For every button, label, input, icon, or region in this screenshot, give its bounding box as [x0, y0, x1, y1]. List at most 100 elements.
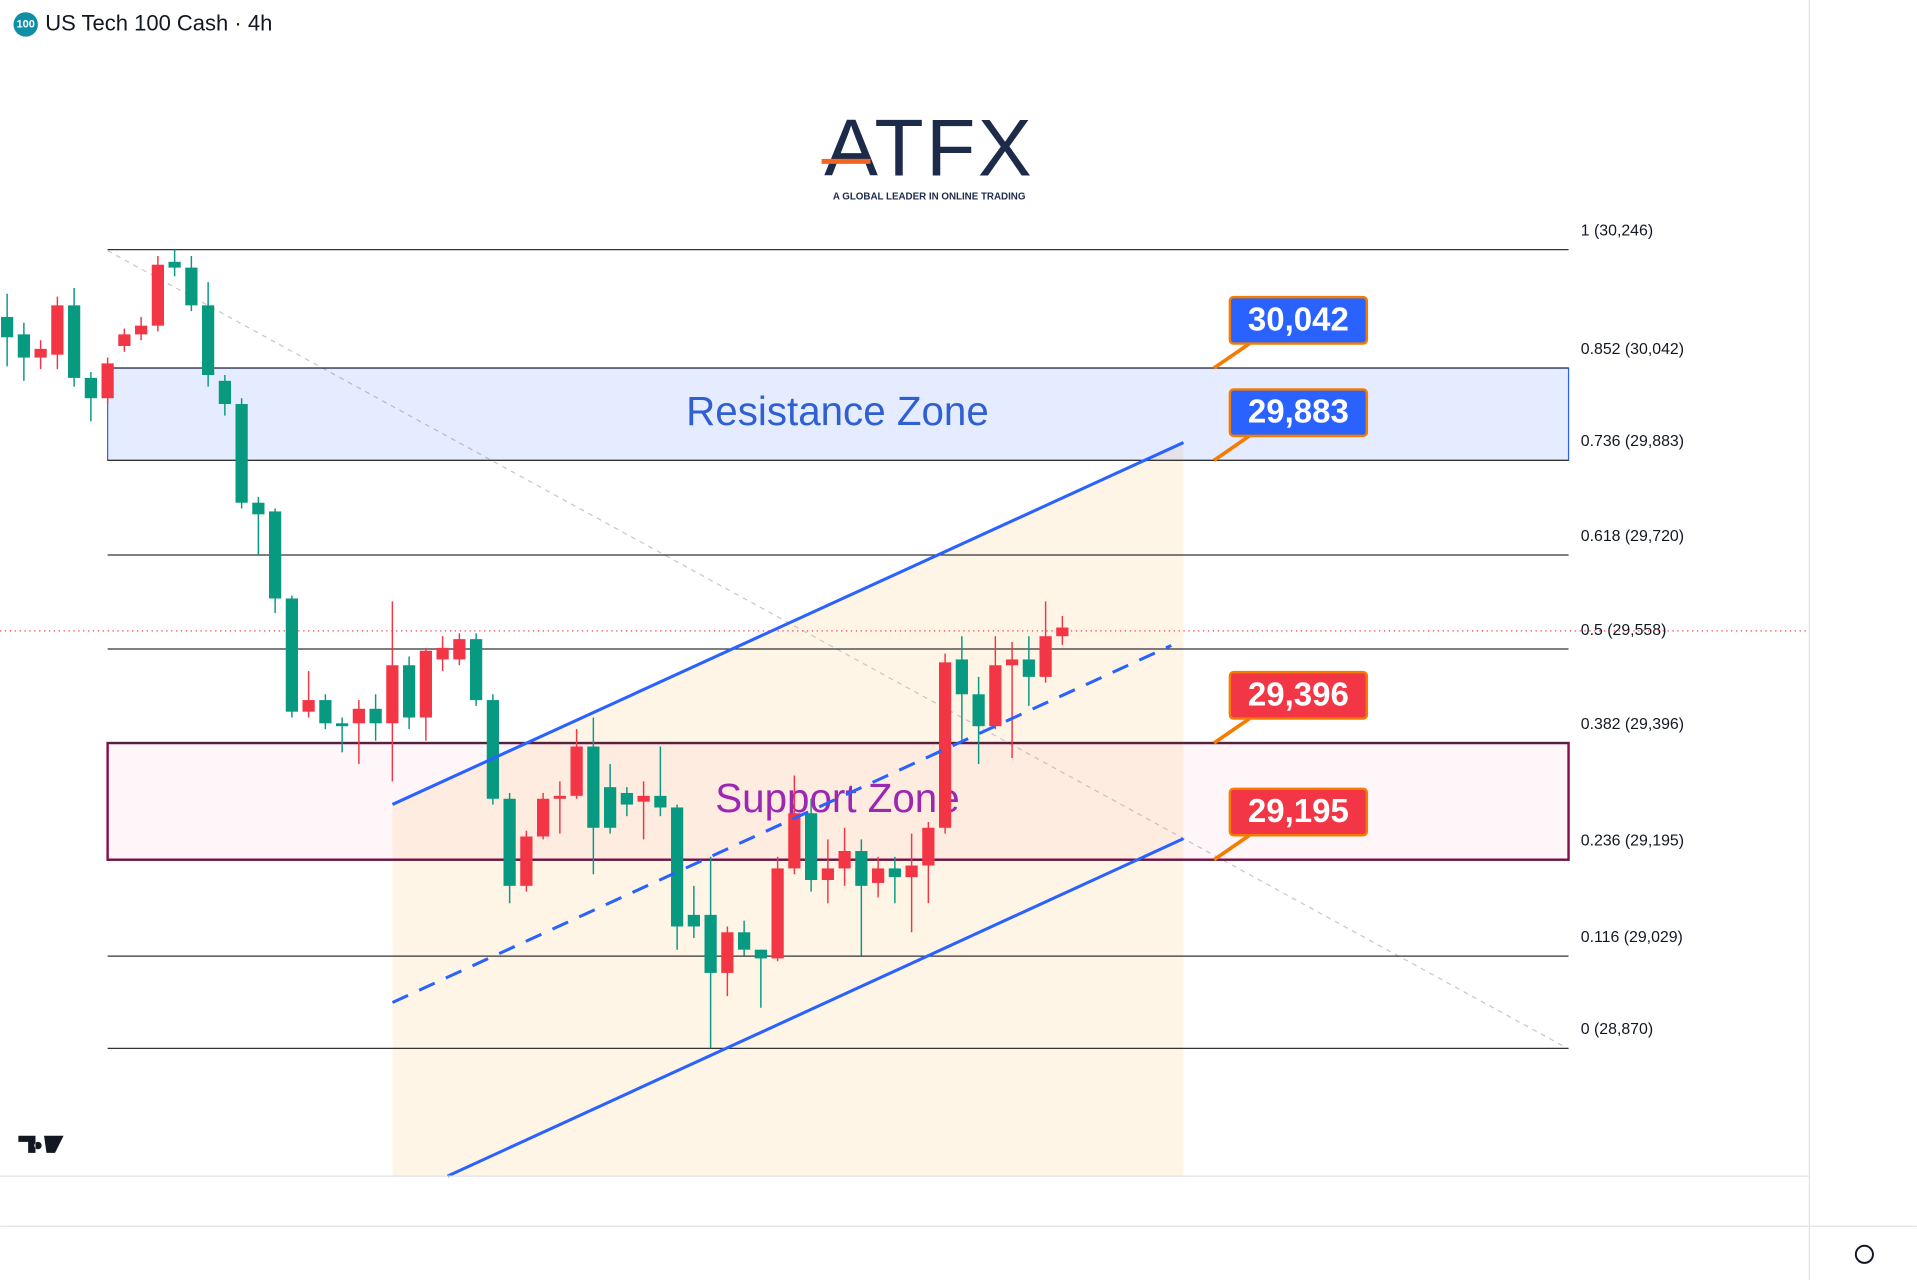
- candle-body: [302, 700, 315, 712]
- price-tag-label: 30,042: [1248, 300, 1349, 337]
- candle-body: [855, 851, 868, 886]
- tag-pointer: [1212, 342, 1251, 370]
- fib-label: 0.852 (30,042): [1581, 341, 1684, 358]
- candle-body: [336, 723, 349, 727]
- candle-body: [537, 798, 550, 837]
- price-tag: [1228, 787, 1369, 837]
- candle-body: [1, 316, 14, 338]
- price-tag-label: 29,396: [1248, 675, 1349, 712]
- candle-body: [922, 827, 935, 866]
- candle-body: [453, 639, 466, 660]
- candle-body: [938, 662, 952, 828]
- candle-body: [503, 798, 516, 886]
- candle-body: [185, 267, 198, 306]
- fib-label: 0.382 (29,396): [1581, 716, 1684, 733]
- settings-icon[interactable]: [1854, 1244, 1874, 1264]
- fib-label: 1 (30,246): [1581, 222, 1653, 239]
- candle-body: [687, 914, 700, 927]
- tag-pointer: [1212, 833, 1251, 862]
- candle-body: [269, 511, 282, 599]
- candle-body: [252, 502, 265, 515]
- candle-body: [654, 795, 667, 808]
- price-tags: 30,042 29,883 29,396 29,195: [1212, 295, 1369, 862]
- candle-body: [486, 700, 499, 799]
- candle-body: [754, 949, 767, 959]
- candle-body: [788, 813, 801, 869]
- candle-body: [972, 694, 985, 727]
- fib-label: 0.736 (29,883): [1581, 433, 1684, 450]
- candle-body: [235, 404, 248, 503]
- candle-body: [1039, 636, 1052, 677]
- fib-label: 0.236 (29,195): [1581, 833, 1684, 850]
- candle-body: [587, 746, 600, 828]
- candle-body: [838, 851, 851, 869]
- candle-body: [821, 868, 834, 881]
- channel-lower: [446, 837, 1185, 1178]
- fib-label: 0.618 (29,720): [1581, 528, 1684, 545]
- logo-tagline: A GLOBAL LEADER IN ONLINE TRADING: [833, 191, 1026, 202]
- candle-body: [671, 807, 684, 927]
- tag-pointer: [1212, 434, 1251, 462]
- channel-fill: [392, 442, 1184, 1177]
- trend-line: [107, 250, 1569, 1050]
- candle-body: [84, 377, 97, 399]
- candle-body: [101, 363, 114, 399]
- fib-label: 0.116 (29,029): [1581, 929, 1683, 946]
- candle-body: [721, 932, 734, 973]
- candle-body: [419, 650, 432, 718]
- candle-body: [771, 868, 784, 959]
- candle-body: [285, 598, 298, 712]
- channel-upper: [391, 441, 1185, 806]
- fib-levels: 1 (30,246) 0.852 (30,042) 0.736 (29,883) 0.…: [107, 222, 1684, 1049]
- candle-body: [319, 700, 332, 724]
- channel-mid: [391, 644, 1172, 1004]
- price-tag: [1228, 388, 1369, 438]
- symbol-title: US Tech 100 Cash · 4h: [45, 10, 272, 35]
- tag-pointer: [1212, 717, 1251, 745]
- price-tag-label: 29,883: [1248, 393, 1349, 430]
- candle-body: [436, 647, 449, 660]
- candle-body: [51, 305, 64, 355]
- candle-body: [17, 334, 30, 358]
- candle-body: [68, 305, 81, 378]
- candle-body: [620, 792, 633, 805]
- candle-body: [553, 795, 566, 799]
- candle-body: [386, 665, 399, 724]
- candle-body: [989, 665, 1002, 727]
- candles: [1, 249, 1069, 1049]
- zone-label: Support Zone: [715, 775, 959, 821]
- candle-body: [604, 787, 617, 828]
- candle-body: [218, 380, 231, 405]
- candle-body: [168, 261, 181, 268]
- price-tag: [1228, 295, 1369, 345]
- candle-body: [369, 708, 382, 724]
- candle-body: [704, 914, 717, 973]
- candle-body: [1056, 627, 1069, 637]
- fib-label: 0 (28,870): [1581, 1021, 1653, 1038]
- candle-body: [955, 659, 968, 695]
- candle-body: [871, 868, 885, 883]
- candle-body: [34, 348, 47, 358]
- candle-body: [888, 868, 901, 878]
- candle-body: [403, 665, 416, 718]
- symbol-badge-text: 100: [17, 18, 35, 30]
- candle-body: [738, 932, 751, 950]
- candle-body: [570, 746, 583, 796]
- candle-body: [905, 865, 918, 878]
- logo-name: ATFX: [824, 103, 1034, 193]
- candle-body: [804, 813, 818, 881]
- candle-body: [470, 639, 483, 701]
- candle-body: [637, 795, 650, 802]
- candle-body: [1005, 659, 1019, 666]
- candle-body: [151, 264, 164, 326]
- price-tag-label: 29,195: [1248, 792, 1349, 829]
- zone-label: Resistance Zone: [686, 388, 989, 434]
- candle-body: [352, 708, 365, 724]
- candle-body: [202, 305, 215, 376]
- tv-logo: [18, 1135, 64, 1153]
- symbol-badge: [13, 12, 38, 37]
- candle-body: [118, 334, 131, 346]
- candle-body: [1022, 659, 1035, 677]
